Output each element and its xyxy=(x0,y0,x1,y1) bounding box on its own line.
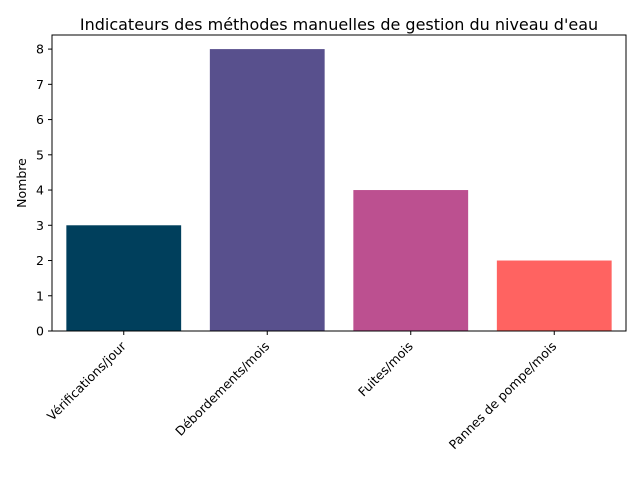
y-tick-label-2: 2 xyxy=(36,253,44,268)
y-tick-label-8: 8 xyxy=(36,42,44,57)
x-tick-label-3: Pannes de pompe/mois xyxy=(446,339,560,453)
y-axis-label: Nombre xyxy=(14,158,29,208)
x-axis: Vérifications/jour Débordements/mois Fuite… xyxy=(44,331,559,452)
bar-3 xyxy=(496,260,612,331)
bar-0 xyxy=(66,225,182,331)
bar-2 xyxy=(353,190,469,331)
x-tick-label-2: Fuites/mois xyxy=(355,339,416,400)
y-tick-label-0: 0 xyxy=(36,324,44,339)
y-tick-label-5: 5 xyxy=(36,147,44,162)
y-tick-label-3: 3 xyxy=(36,218,44,233)
bars-group xyxy=(66,49,612,331)
chart-title: Indicateurs des méthodes manuelles de ge… xyxy=(80,15,598,34)
y-axis: 0 1 2 3 4 5 6 7 8 xyxy=(36,42,52,339)
plot-frame xyxy=(51,34,627,332)
x-tick-label-0: Vérifications/jour xyxy=(44,338,130,424)
y-tick-label-7: 7 xyxy=(36,77,44,92)
y-tick-label-1: 1 xyxy=(36,288,44,303)
y-tick-label-4: 4 xyxy=(36,183,44,198)
y-tick-label-6: 6 xyxy=(36,112,44,127)
bar-1 xyxy=(209,49,325,331)
x-tick-label-1: Débordements/mois xyxy=(172,339,272,439)
